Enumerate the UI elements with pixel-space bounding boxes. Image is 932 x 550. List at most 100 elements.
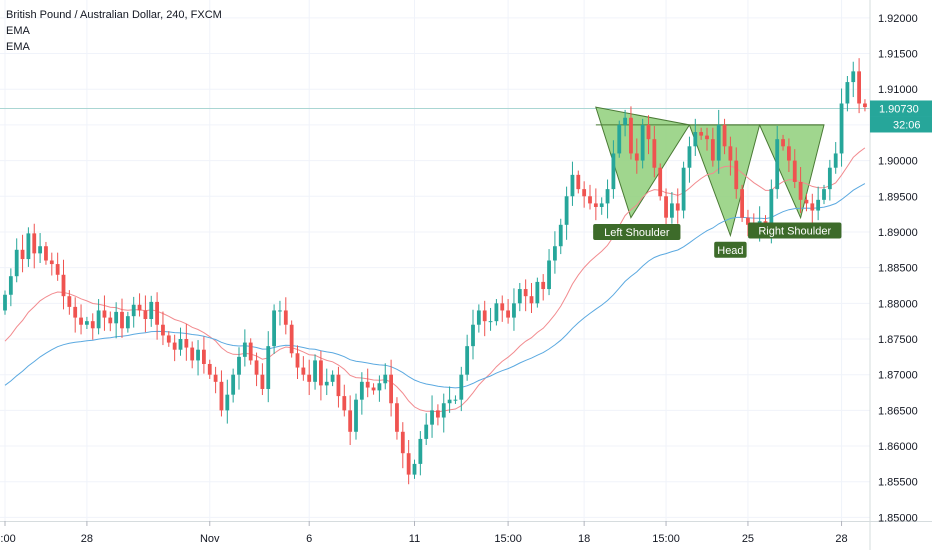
candle[interactable] [278,310,282,312]
candle[interactable] [588,196,592,204]
candle[interactable] [611,153,616,190]
time-axis[interactable]: 4:00 28 Nov 6 11 15:00 18 15:00 25 28 [0,521,848,545]
candle[interactable] [342,396,347,411]
candle[interactable] [529,296,534,304]
candle[interactable] [693,132,698,147]
candle[interactable] [289,324,294,354]
candle[interactable] [225,394,230,411]
candle[interactable] [55,264,60,275]
candle[interactable] [354,399,358,432]
candle[interactable] [746,217,750,225]
candle[interactable] [652,139,657,168]
candle[interactable] [599,203,604,207]
candle[interactable] [558,224,563,247]
legend-ema-2[interactable]: EMA [6,41,30,53]
candle[interactable] [359,381,364,400]
candle[interactable] [798,181,803,200]
candle[interactable] [646,124,651,140]
candle[interactable] [488,321,493,323]
candle[interactable] [131,304,136,317]
candle[interactable] [301,367,306,375]
candle[interactable] [67,296,72,307]
candle[interactable] [371,387,376,391]
candle[interactable] [687,146,692,168]
candle[interactable] [471,324,475,347]
candle[interactable] [184,339,189,348]
candle[interactable] [49,260,54,265]
candle[interactable] [476,310,481,325]
candle[interactable] [787,146,791,161]
candle[interactable] [494,303,499,322]
candle[interactable] [190,347,195,361]
candle[interactable] [629,117,633,154]
candle[interactable] [3,294,7,311]
candle[interactable] [330,374,335,382]
candle[interactable] [73,306,78,318]
candle[interactable] [605,189,610,204]
candle[interactable] [389,374,393,404]
candle[interactable] [506,310,510,318]
candle[interactable] [564,196,569,225]
candle[interactable] [845,82,850,104]
candle[interactable] [827,167,832,190]
candle[interactable] [640,124,645,161]
candle[interactable] [839,103,844,154]
candle[interactable] [248,342,253,361]
candle[interactable] [8,276,13,295]
pattern-labels[interactable]: Left Shoulder Head Right Shoulder [593,222,842,258]
candles[interactable] [3,58,867,485]
candle[interactable] [822,189,826,200]
candle[interactable] [283,310,288,325]
candle[interactable] [172,342,177,350]
candle[interactable] [781,139,785,147]
candle[interactable] [143,310,148,320]
candle[interactable] [500,303,505,311]
candle[interactable] [231,374,236,395]
candle[interactable] [576,174,581,190]
legend-title[interactable]: British Pound / Australian Dollar, 240, … [6,9,222,21]
candle[interactable] [207,363,212,375]
candle[interactable] [383,374,388,384]
candle[interactable] [424,424,429,439]
candle[interactable] [114,311,119,324]
candle[interactable] [272,310,276,347]
candle[interactable] [32,233,37,254]
candle[interactable] [85,321,89,325]
candle[interactable] [38,246,42,254]
candle[interactable] [242,342,247,357]
candle[interactable] [196,349,200,361]
candle[interactable] [482,310,487,322]
candle[interactable] [155,301,159,325]
candle[interactable] [436,410,440,418]
candle[interactable] [553,246,557,261]
candle[interactable] [447,399,452,404]
candle[interactable] [699,132,704,136]
candle[interactable] [570,174,575,197]
candle[interactable] [26,233,31,260]
candle[interactable] [125,316,130,329]
candle[interactable] [266,346,271,389]
candle[interactable] [675,203,680,211]
candle[interactable] [740,189,744,218]
candle[interactable] [14,249,19,277]
price-axis[interactable]: 1.920001.915001.910001.905001.900001.895… [878,13,918,525]
candle[interactable] [465,346,470,375]
candle[interactable] [412,463,417,475]
candle[interactable] [734,160,739,190]
candle[interactable] [517,289,522,304]
candle[interactable] [406,453,411,475]
candle[interactable] [775,139,780,190]
candle[interactable] [336,374,341,397]
candle[interactable] [430,410,434,425]
candle[interactable] [319,360,323,386]
candle[interactable] [324,381,329,386]
candle[interactable] [178,339,183,350]
candle[interactable] [617,124,622,154]
candle[interactable] [851,71,856,83]
candle[interactable] [664,196,668,218]
candle[interactable] [400,431,405,454]
candle[interactable] [61,274,66,297]
candle[interactable] [670,203,674,218]
candle[interactable] [512,303,516,318]
candle[interactable] [453,399,458,401]
